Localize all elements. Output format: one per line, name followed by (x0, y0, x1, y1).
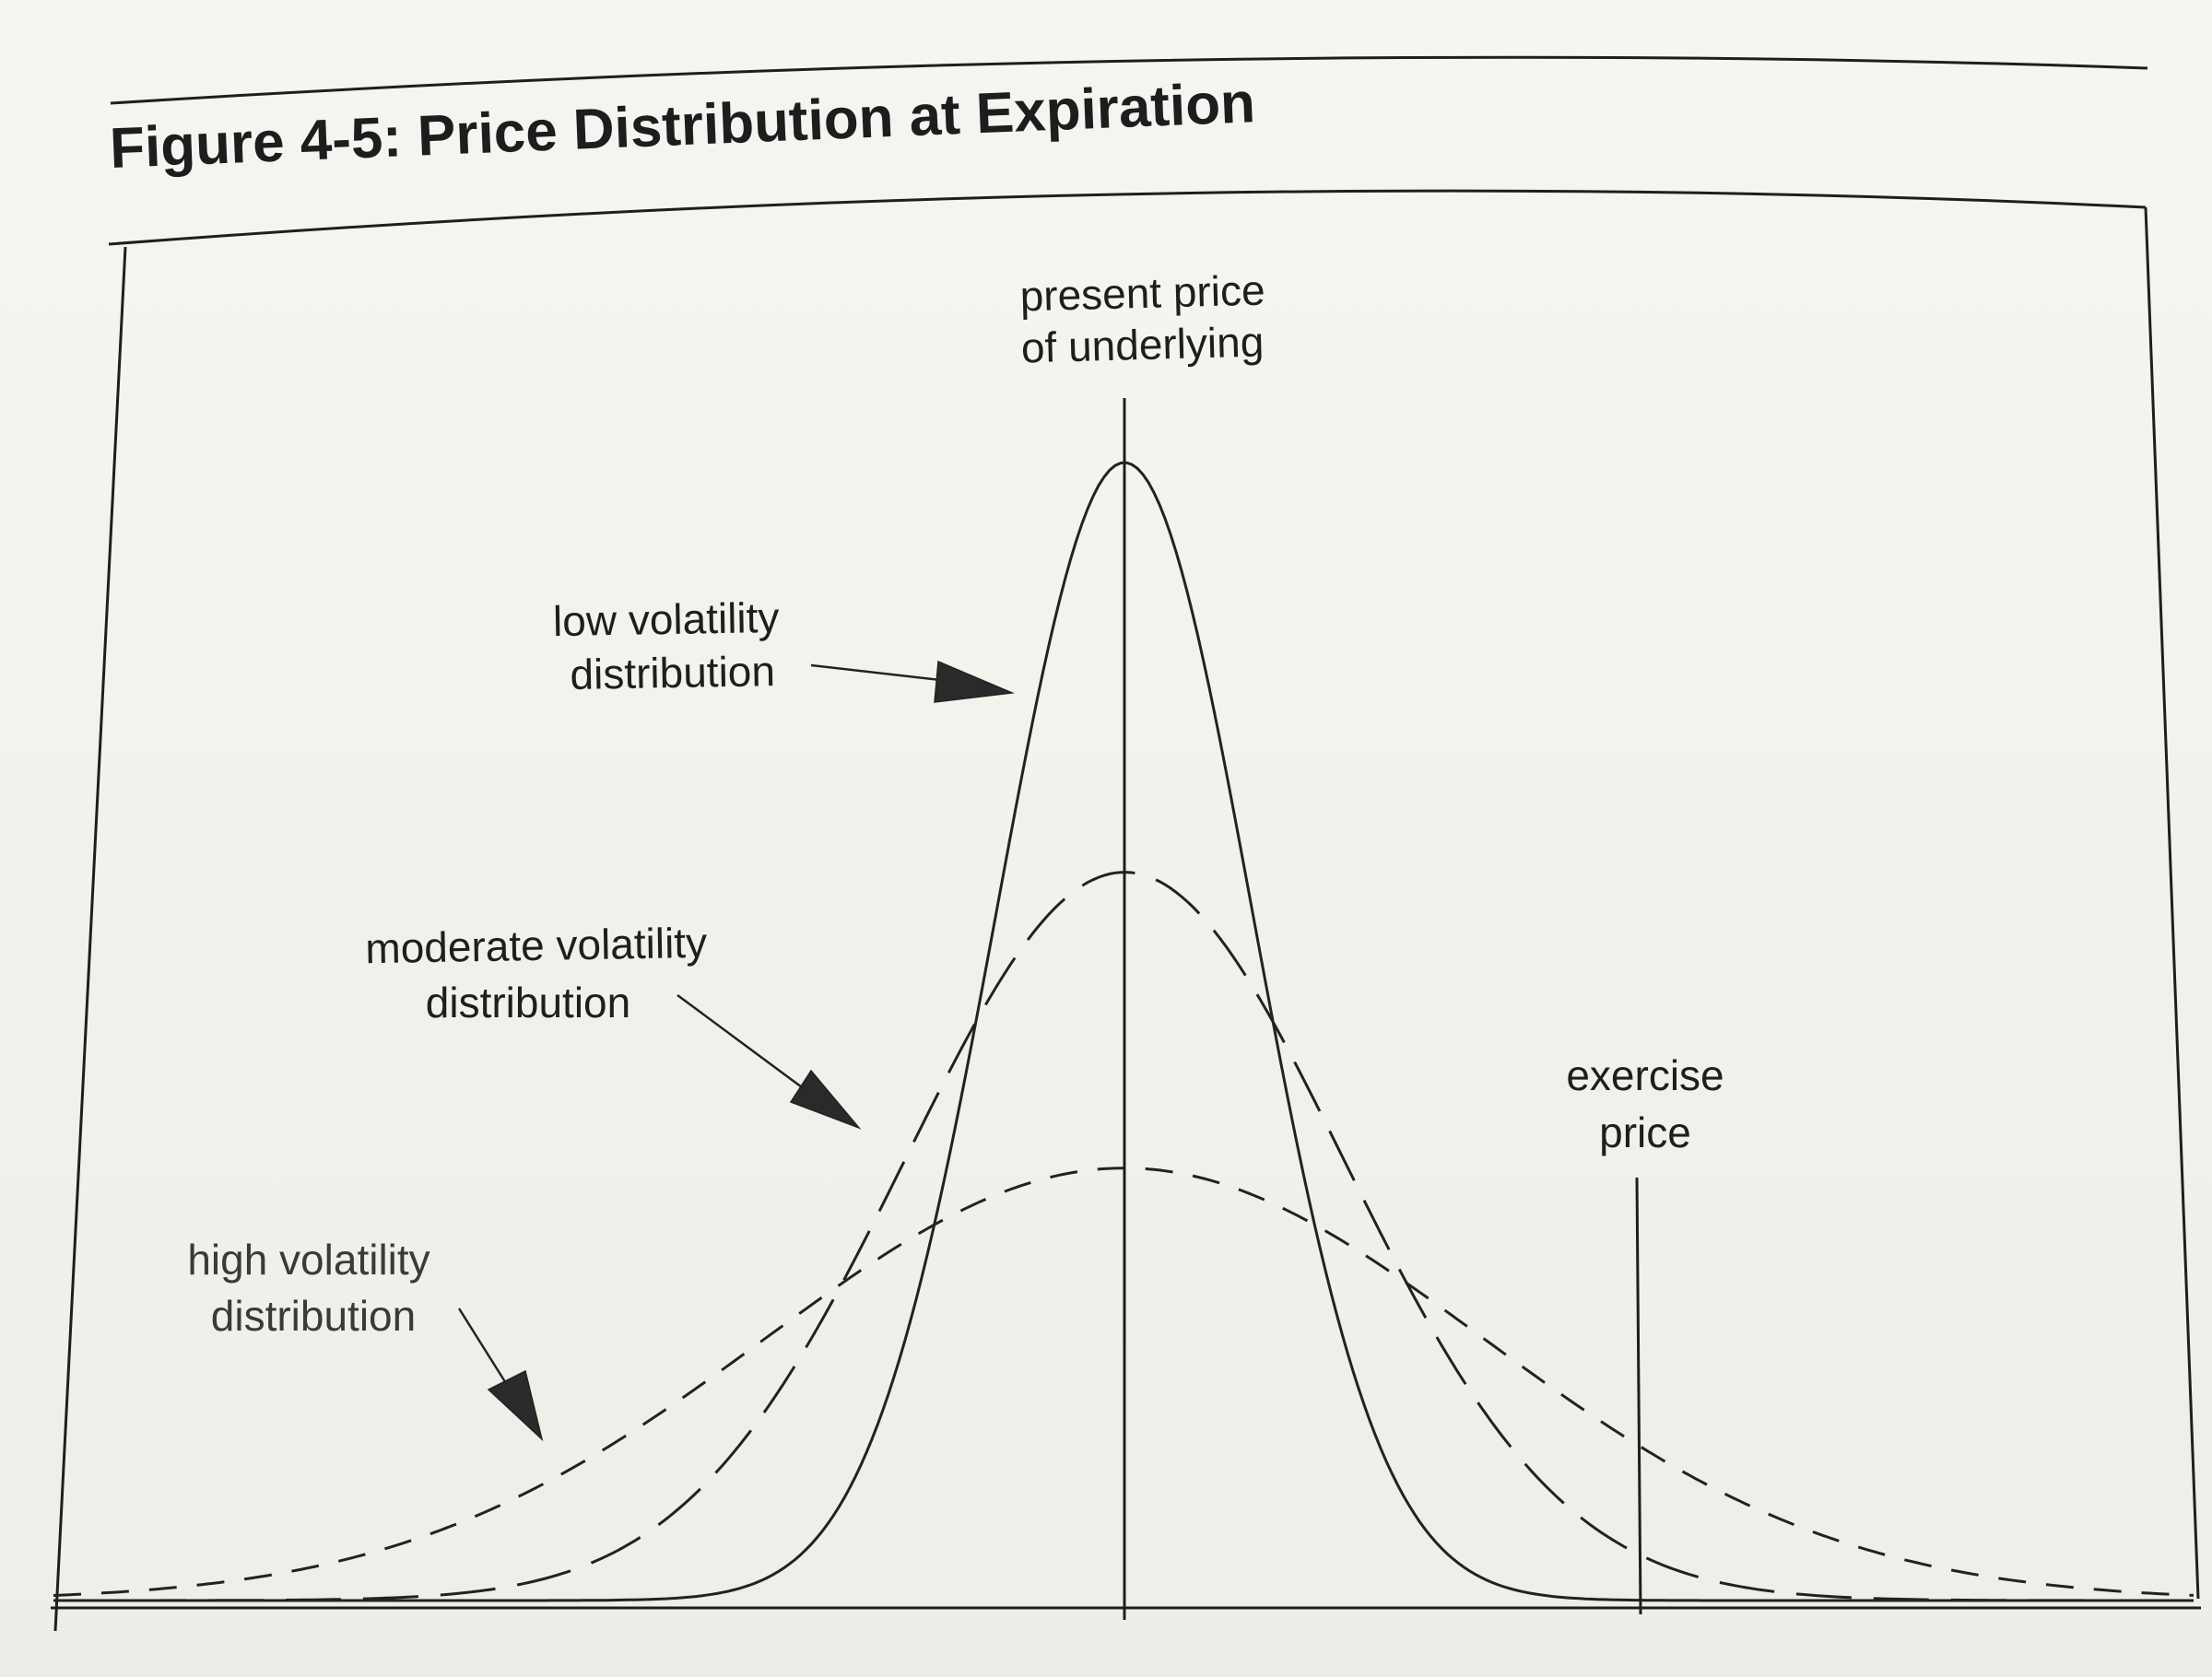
high-volatility-label-line-2: distribution (211, 1292, 416, 1340)
low-volatility-arrow (810, 660, 1015, 703)
present-price-label: present price of underlying (1019, 266, 1265, 372)
frame-left-border (53, 246, 127, 1632)
frame-right-border (2144, 206, 2200, 1600)
figure-title: Figure 4-5: Price Distribution at Expira… (109, 71, 1256, 181)
exercise-price-label-line-1: exercise (1566, 1051, 1724, 1099)
low-volatility-label-line-1: low volatility (553, 593, 780, 645)
exercise-price-label: exercise price (1566, 1051, 1724, 1156)
high-volatility-arrow (457, 1308, 544, 1442)
moderate-volatility-label-line-1: moderate volatility (365, 919, 708, 972)
low-volatility-label-line-2: distribution (570, 647, 775, 698)
moderate-volatility-label-line-2: distribution (426, 979, 630, 1026)
exercise-price-line (1635, 1177, 1642, 1615)
moderate-volatility-arrow (677, 993, 862, 1130)
high-volatility-label: high volatility distribution (187, 1236, 429, 1340)
present-price-label-line-1: present price (1019, 266, 1265, 321)
title-bottom-rule (108, 189, 2147, 246)
exercise-price-label-line-2: price (1599, 1108, 1691, 1156)
present-price-label-line-2: of underlying (1020, 318, 1265, 372)
high-volatility-label-line-1: high volatility (187, 1236, 429, 1284)
low-volatility-label: low volatility distribution (553, 593, 780, 698)
title-top-rule (110, 55, 2148, 105)
moderate-volatility-label: moderate volatility distribution (365, 919, 708, 1026)
